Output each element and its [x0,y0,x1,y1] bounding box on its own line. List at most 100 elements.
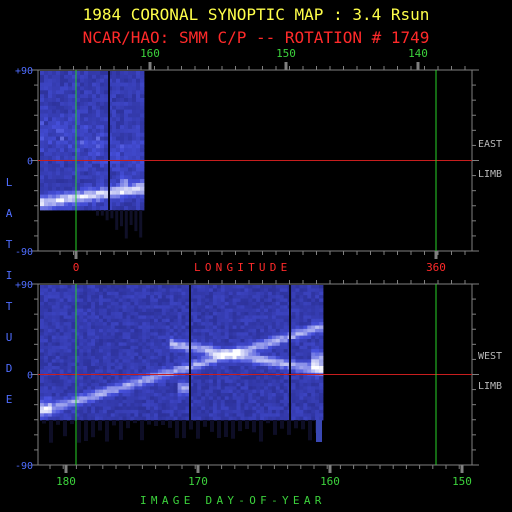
heat-cell [60,74,65,80]
heat-cell [88,71,93,76]
heat-cell [228,301,233,306]
heat-cell [165,322,171,326]
heat-cell [181,349,186,353]
heat-cell [197,389,202,394]
heat-cell [307,396,312,401]
heat-cell [319,396,324,401]
heat-cell [126,285,131,289]
heat-cell [72,101,77,107]
heat-cell [95,298,100,303]
heat-cell [126,379,131,384]
heat-cell [193,409,198,414]
heat-cell [177,369,182,374]
heat-cell [303,382,308,387]
heat-cell [44,167,49,172]
heat-cell [79,318,84,323]
heat-cell [100,136,105,141]
heat-cell [216,352,222,357]
heat-cell [189,386,194,391]
heat-cell [244,325,249,330]
heat-cell [140,82,145,87]
heat-cell [124,194,129,199]
heat-cell [128,186,133,192]
heat-cell [102,399,108,404]
heat-cell [197,369,202,374]
heat-cell [83,335,88,340]
heat-cell [134,355,139,360]
heat-cell [134,399,139,404]
heat-cell [319,285,324,289]
heat-cell [236,352,241,357]
heat-cell [264,355,269,360]
heat-cell [63,393,68,397]
heat-cell [47,308,53,313]
heat-cell [244,288,249,293]
heat-cell [132,186,137,192]
heat-cell [319,403,324,407]
heat-cell [120,101,125,107]
heat-cell [130,369,135,374]
heat-cell [154,393,159,397]
heat-cell [122,295,127,299]
heat-cell [220,305,226,310]
heat-cell [173,322,178,326]
heat-cell [134,389,139,394]
heat-cell [157,328,163,333]
heat-cell [71,285,76,289]
heat-cell [112,94,117,99]
heat-cell [252,416,257,421]
heat-cell [161,369,167,374]
heat-cell [71,369,76,374]
heat-cell [224,386,229,391]
heat-cell [55,389,60,394]
heat-cell [146,322,151,326]
heat-cell [75,285,80,289]
heat-cell [116,167,121,172]
heat-cell [268,369,273,374]
heat-cell [104,74,109,80]
heat-cell [126,396,131,401]
heat-cell [205,308,210,313]
heat-cell [72,140,77,145]
heat-cell [102,352,108,357]
heat-cell [256,369,261,374]
heat-cell [60,202,65,207]
heat-cell [201,393,206,397]
heat-cell [84,186,89,192]
heat-cell [189,366,194,370]
heat-cell [140,140,145,145]
heat-cell [256,379,261,384]
latitude-axis-letter: E [5,393,13,406]
heat-cell [59,285,64,289]
heat-cell [116,125,121,130]
heat-cell [67,291,72,296]
heat-cell [177,355,182,360]
heat-cell [311,359,316,364]
heat-cell [60,101,65,107]
heat-cell [80,140,85,145]
heat-cell [264,393,269,397]
heat-cell [60,117,65,122]
heat-cell [105,210,109,221]
heat-cell [40,206,45,211]
heat-cell [260,295,265,299]
heat-cell [44,140,49,145]
latitude-axis-letter: A [5,207,13,220]
heat-cell [52,121,57,126]
heat-cell [47,342,53,347]
heat-cell [130,288,135,293]
heat-cell [240,355,245,360]
heat-cell [161,332,167,337]
heat-cell [76,155,81,161]
heat-cell [138,362,143,367]
heat-cell [40,74,45,80]
heat-cell [236,315,241,320]
heat-cell [88,82,93,87]
heat-cell [140,202,145,207]
heat-cell [52,98,57,103]
heat-cell [67,355,72,360]
heat-cell [140,125,145,130]
heat-cell [291,345,296,350]
heat-cell [197,399,202,404]
heat-cell [67,305,72,310]
